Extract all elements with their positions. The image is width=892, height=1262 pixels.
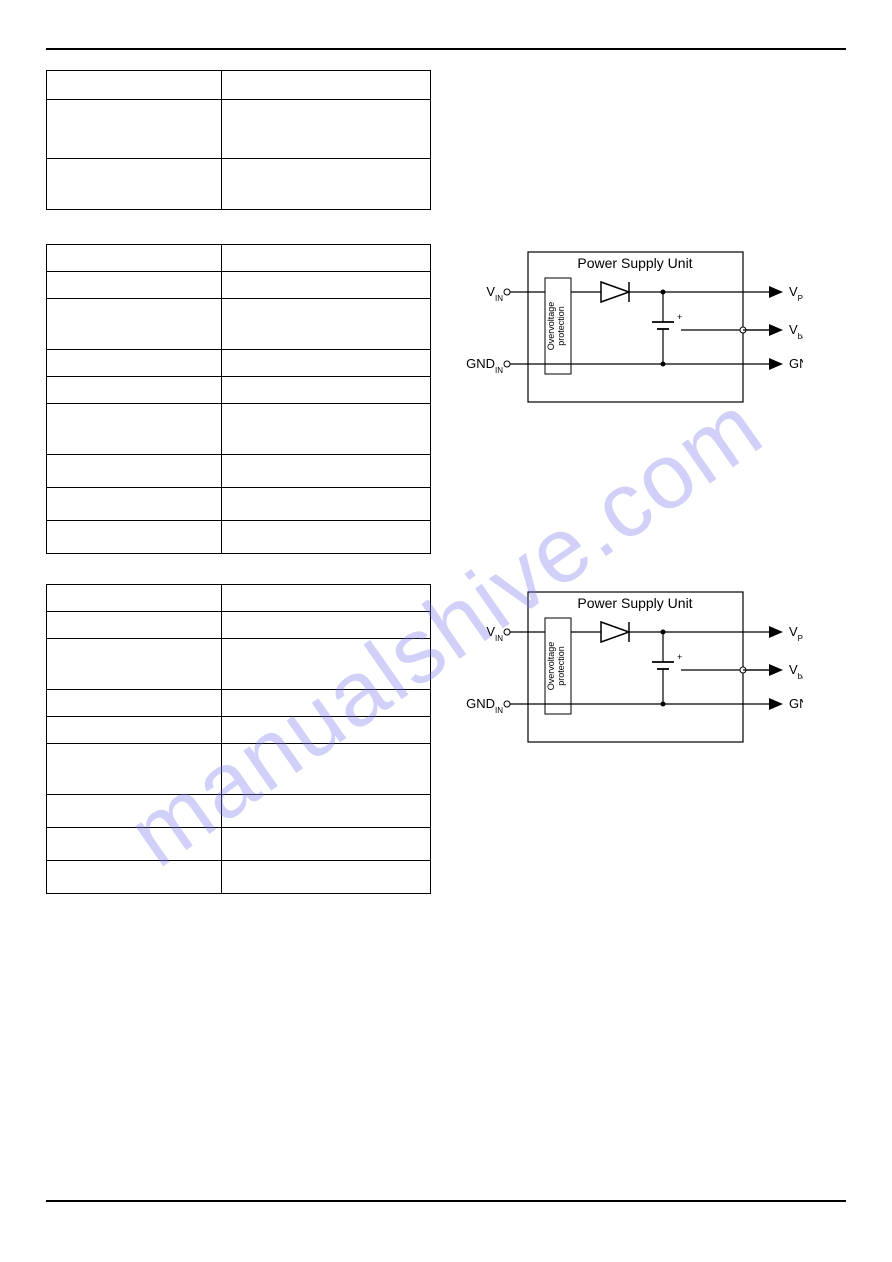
table-row [47,350,431,377]
table-row [47,404,431,455]
table-cell [222,159,431,210]
table-cell [222,861,431,894]
table-cell [47,521,222,554]
table-cell [47,377,222,404]
table-2 [46,244,431,554]
table-cell [222,71,431,100]
table-cell [222,521,431,554]
table-cell [47,299,222,350]
table-row [47,612,431,639]
table-cell [47,455,222,488]
psu-diagram-2: Power Supply Unit VIN GNDIN Overvoltageprot… [463,584,803,759]
table-cell [222,690,431,717]
table-cell [47,350,222,377]
bottom-rule [46,1200,846,1202]
ovp-label: Overvoltageprotection [546,642,566,691]
table-row [47,828,431,861]
table-cell [222,455,431,488]
table-row [47,272,431,299]
table-cell [47,861,222,894]
table-cell [222,272,431,299]
table-cell [222,377,431,404]
svg-text:+: + [677,312,682,322]
table-cell [47,404,222,455]
table-cell [47,159,222,210]
table-cell [47,585,222,612]
table-cell [47,639,222,690]
svg-text:Vbatt: Vbatt [789,322,803,341]
table-cell [222,245,431,272]
svg-text:GNDOUT: GNDOUT [789,356,803,375]
table-cell [47,690,222,717]
table-cell [222,350,431,377]
table-row [47,521,431,554]
table-cell [222,299,431,350]
table-3 [46,584,431,894]
svg-text:GNDIN: GNDIN [466,356,503,375]
table-cell [47,744,222,795]
table-cell [47,717,222,744]
table-row [47,795,431,828]
psu-diagram-1: Power Supply Unit VIN GNDIN Overvoltageprot… [463,244,803,419]
table-row [47,245,431,272]
table-row [47,377,431,404]
svg-text:VIN: VIN [486,284,503,303]
psu-svg: Power Supply Unit VIN GNDIN Overvoltageprot… [463,584,803,754]
table-row [47,100,431,159]
top-rule [46,48,846,50]
table-row [47,690,431,717]
table-row [47,488,431,521]
psu-svg: Power Supply Unit VIN GNDIN Overvoltageprot… [463,244,803,414]
table-cell [47,795,222,828]
table-cell [47,71,222,100]
section-2: Power Supply Unit VIN GNDIN Overvoltageprot… [46,244,846,554]
table-row [47,861,431,894]
svg-text:VIN: VIN [486,624,503,643]
diagram-title: Power Supply Unit [577,255,692,271]
table-cell [47,245,222,272]
table-cell [222,828,431,861]
table-cell [222,100,431,159]
table-row [47,455,431,488]
table-cell [47,272,222,299]
table-cell [47,612,222,639]
table-row [47,71,431,100]
svg-text:Vbatt: Vbatt [789,662,803,681]
table-row [47,299,431,350]
table-cell [222,639,431,690]
table-row [47,639,431,690]
svg-text:GNDIN: GNDIN [466,696,503,715]
table-1 [46,70,431,210]
table-row [47,585,431,612]
svg-text:+: + [677,652,682,662]
table-row [47,744,431,795]
svg-text:VPSU OUT: VPSU OUT [789,284,803,303]
table-cell [222,488,431,521]
table-cell [47,828,222,861]
svg-text:VPSU OUT: VPSU OUT [789,624,803,643]
diagram-title: Power Supply Unit [577,595,692,611]
table-cell [222,612,431,639]
svg-text:GNDOUT: GNDOUT [789,696,803,715]
table-cell [47,100,222,159]
ovp-label: Overvoltageprotection [546,302,566,351]
table-cell [47,488,222,521]
table-cell [222,744,431,795]
page: Power Supply Unit VIN GNDIN Overvoltageprot… [0,0,892,1262]
table-row [47,717,431,744]
table-cell [222,717,431,744]
table-cell [222,795,431,828]
section-3: Power Supply Unit VIN GNDIN Overvoltageprot… [46,584,846,894]
table-cell [222,404,431,455]
table-row [47,159,431,210]
table-cell [222,585,431,612]
